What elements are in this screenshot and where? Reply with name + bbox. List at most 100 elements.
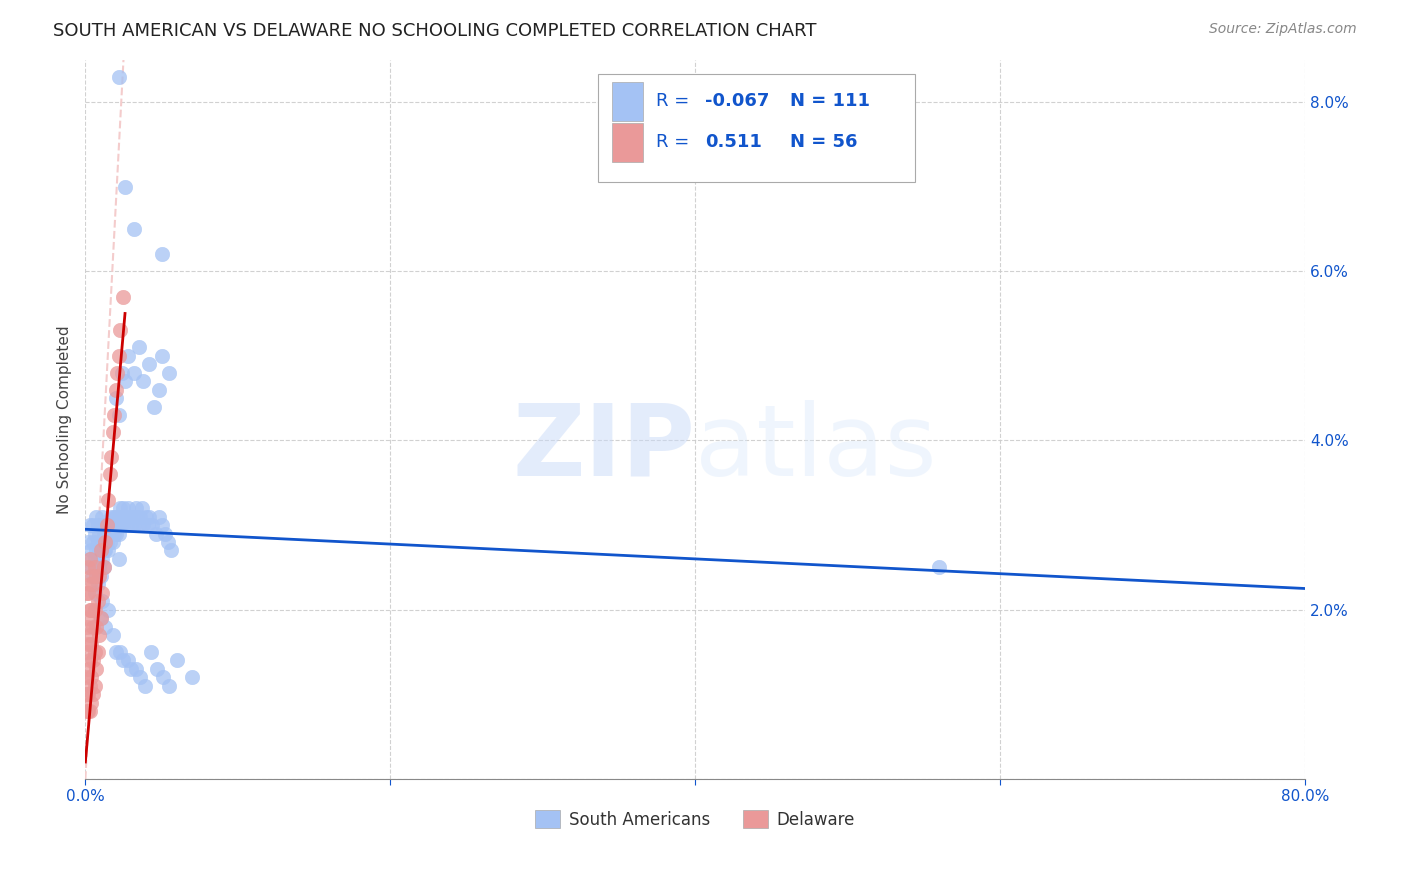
Point — [105, 518, 128, 533]
Point — [103, 509, 125, 524]
Point — [129, 670, 152, 684]
Point — [131, 501, 153, 516]
Point — [79, 552, 101, 566]
Point — [83, 679, 105, 693]
Point — [112, 653, 135, 667]
Point — [111, 509, 134, 524]
Point — [110, 518, 132, 533]
Point — [82, 577, 104, 591]
Point — [79, 552, 101, 566]
Point — [103, 526, 125, 541]
Point — [79, 628, 101, 642]
Point — [91, 586, 114, 600]
Point — [117, 501, 139, 516]
Point — [148, 509, 170, 524]
Point — [94, 526, 117, 541]
Point — [120, 662, 142, 676]
Point — [138, 357, 160, 371]
Point — [112, 501, 135, 516]
Point — [127, 509, 149, 524]
Text: ZIP: ZIP — [512, 400, 695, 497]
Point — [110, 323, 132, 337]
Point — [94, 543, 117, 558]
Point — [84, 569, 107, 583]
Point — [86, 594, 108, 608]
Point — [82, 518, 104, 533]
Point — [90, 543, 112, 558]
Point — [101, 628, 124, 642]
Point — [104, 391, 127, 405]
Point — [80, 569, 103, 583]
Point — [148, 383, 170, 397]
Point — [94, 535, 117, 549]
Point — [104, 383, 127, 397]
Point — [121, 509, 143, 524]
FancyBboxPatch shape — [598, 74, 915, 182]
Point — [90, 611, 112, 625]
Point — [115, 518, 138, 533]
Text: SOUTH AMERICAN VS DELAWARE NO SCHOOLING COMPLETED CORRELATION CHART: SOUTH AMERICAN VS DELAWARE NO SCHOOLING … — [53, 22, 817, 40]
Point — [80, 670, 103, 684]
Point — [86, 535, 108, 549]
Point — [108, 408, 131, 422]
Point — [101, 535, 124, 549]
Point — [77, 560, 100, 574]
Point — [100, 509, 122, 524]
Point — [108, 349, 131, 363]
Point — [98, 518, 121, 533]
Point — [79, 704, 101, 718]
Point — [117, 653, 139, 667]
Point — [77, 704, 100, 718]
Point — [157, 366, 180, 380]
Point — [153, 526, 176, 541]
Point — [114, 179, 136, 194]
Point — [77, 662, 100, 676]
Point — [86, 577, 108, 591]
Point — [87, 543, 110, 558]
Text: R =: R = — [657, 92, 695, 111]
Point — [82, 619, 104, 633]
Point — [101, 518, 124, 533]
FancyBboxPatch shape — [612, 81, 643, 121]
Point — [76, 670, 98, 684]
Point — [82, 535, 104, 549]
Point — [157, 679, 180, 693]
Point — [105, 366, 128, 380]
Point — [79, 577, 101, 591]
Point — [82, 653, 104, 667]
Text: 0.511: 0.511 — [704, 133, 762, 152]
Point — [122, 518, 145, 533]
Point — [97, 492, 120, 507]
Point — [83, 586, 105, 600]
Point — [82, 569, 104, 583]
Point — [150, 247, 173, 261]
Text: atlas: atlas — [695, 400, 936, 497]
Point — [93, 560, 115, 574]
Point — [86, 552, 108, 566]
Point — [79, 679, 101, 693]
Legend: South Americans, Delaware: South Americans, Delaware — [529, 804, 862, 835]
Point — [111, 366, 134, 380]
Text: N = 111: N = 111 — [790, 92, 870, 111]
Point — [77, 586, 100, 600]
Point — [76, 687, 98, 701]
Point — [129, 509, 152, 524]
Point — [108, 552, 131, 566]
Point — [79, 518, 101, 533]
Point — [84, 509, 107, 524]
Point — [103, 408, 125, 422]
Point — [77, 687, 100, 701]
Point — [100, 450, 122, 465]
Point — [94, 619, 117, 633]
Point — [136, 518, 159, 533]
Point — [112, 518, 135, 533]
Point — [93, 543, 115, 558]
Point — [98, 535, 121, 549]
Point — [83, 552, 105, 566]
Point — [928, 560, 950, 574]
Point — [97, 543, 120, 558]
FancyBboxPatch shape — [612, 122, 643, 162]
Point — [108, 509, 131, 524]
Point — [87, 569, 110, 583]
Point — [100, 526, 122, 541]
